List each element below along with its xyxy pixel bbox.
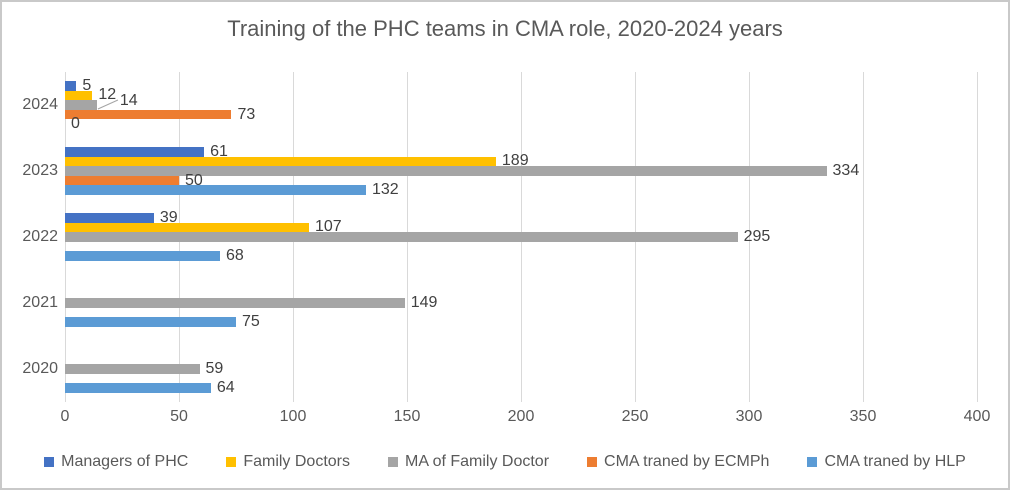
x-axis-tick-label: 0 bbox=[60, 408, 70, 425]
x-axis-tick-label: 300 bbox=[735, 408, 763, 425]
bar-value-label: 334 bbox=[832, 162, 860, 179]
bar-family-doctors-2024 bbox=[65, 90, 93, 101]
x-axis-tick-label: 250 bbox=[621, 408, 649, 425]
bar-managers-of-phc-2023 bbox=[65, 147, 205, 157]
bar-family-doctors-2023 bbox=[65, 156, 496, 167]
x-axis-tick-label: 200 bbox=[507, 408, 535, 425]
bar-value-label: 0 bbox=[71, 115, 80, 133]
chart-title: Training of the PHC teams in CMA role, 2… bbox=[227, 16, 783, 41]
legend-item-family-doctors: Family Doctors bbox=[226, 453, 350, 471]
legend-item-label: CMA traned by ECMPh bbox=[604, 453, 770, 470]
bar-value-label: 50 bbox=[185, 171, 203, 189]
bar-ma-of-family-doctor-2024 bbox=[65, 100, 97, 110]
bar-ma-of-family-doctor-2022 bbox=[65, 232, 738, 242]
bar-value-label: 61 bbox=[210, 142, 228, 160]
bar-value-label: 5 bbox=[82, 76, 92, 94]
x-axis-tick-label: 350 bbox=[849, 408, 877, 425]
legend-item-label: CMA traned by HLP bbox=[824, 453, 966, 470]
bar-value-label: 107 bbox=[314, 218, 342, 236]
bar-cma-traned-by-hlp-2020 bbox=[65, 383, 211, 393]
bar-ma-of-family-doctor-2023 bbox=[65, 166, 827, 176]
bar-value-label: 73 bbox=[237, 105, 256, 123]
category-label-2020: 2020 bbox=[22, 360, 58, 377]
legend-swatch-icon bbox=[388, 457, 398, 467]
legend-swatch-icon bbox=[587, 457, 598, 467]
x-axis-tick-label: 150 bbox=[393, 408, 421, 425]
x-axis-tick-label: 50 bbox=[170, 408, 188, 425]
gridline bbox=[977, 72, 978, 402]
category-label-2022: 2022 bbox=[22, 228, 58, 245]
bar-value-label: 39 bbox=[159, 208, 178, 226]
plot-area: 5 61 39 12 189 107 14 334 295 149 59 73 50 0 132 68 75 64 bbox=[65, 72, 978, 402]
legend: Managers of PHC Family Doctors MA of Famil… bbox=[2, 453, 1008, 471]
bar-value-label: 12 bbox=[98, 86, 117, 104]
legend-swatch-icon bbox=[44, 457, 55, 467]
legend-item-ma-of-family-doctor: MA of Family Doctor bbox=[388, 453, 549, 471]
bar-cma-traned-by-hlp-2023 bbox=[65, 185, 366, 195]
bar-cma-traned-by-hlp-2022 bbox=[65, 251, 221, 261]
category-label-2023: 2023 bbox=[22, 162, 58, 179]
bar-value-label: 68 bbox=[226, 247, 244, 265]
bar-value-label: 132 bbox=[371, 181, 399, 199]
category-label-2024: 2024 bbox=[22, 96, 58, 113]
bar-value-label: 295 bbox=[743, 228, 771, 245]
bar-value-label: 189 bbox=[501, 152, 529, 170]
gridline bbox=[863, 72, 864, 402]
legend-item-cma-traned-by-ecmph: CMA traned by ECMPh bbox=[587, 453, 769, 471]
bar-value-label: 64 bbox=[216, 379, 235, 397]
bar-ma-of-family-doctor-2021 bbox=[65, 298, 405, 308]
bar-managers-of-phc-2024 bbox=[65, 81, 77, 91]
legend-item-cma-traned-by-hlp: CMA traned by HLP bbox=[807, 453, 966, 471]
legend-item-label: Family Doctors bbox=[243, 453, 350, 470]
x-axis-tick-label: 400 bbox=[963, 408, 991, 425]
bar-cma-traned-by-hlp-2021 bbox=[65, 317, 236, 327]
legend-item-label: MA of Family Doctor bbox=[405, 453, 550, 470]
bar-value-label: 14 bbox=[119, 92, 138, 109]
category-label-2021: 2021 bbox=[22, 294, 58, 311]
bar-ma-of-family-doctor-2020 bbox=[65, 364, 200, 374]
bar-value-label: 149 bbox=[410, 294, 438, 311]
x-axis-tick-label: 100 bbox=[279, 408, 307, 425]
bar-family-doctors-2022 bbox=[65, 222, 309, 233]
legend-item-label: Managers of PHC bbox=[61, 453, 189, 470]
bar-value-label: 75 bbox=[242, 313, 260, 331]
gridline bbox=[749, 72, 750, 402]
legend-swatch-icon bbox=[226, 457, 237, 467]
bar-cma-traned-by-ecmph-2023 bbox=[65, 175, 179, 186]
legend-item-managers-of-phc: Managers of PHC bbox=[44, 453, 188, 471]
bar-managers-of-phc-2022 bbox=[65, 213, 154, 223]
legend-swatch-icon bbox=[807, 457, 818, 467]
bar-cma-traned-by-ecmph-2024 bbox=[65, 109, 232, 120]
bar-value-label: 59 bbox=[205, 360, 224, 377]
